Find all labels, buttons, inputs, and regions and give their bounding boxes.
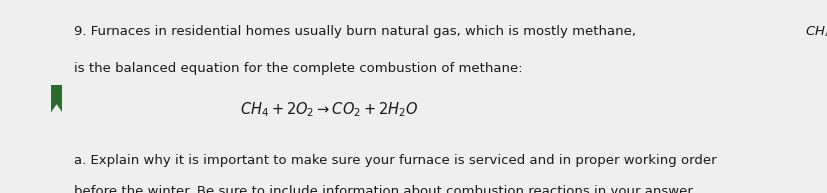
Text: is the balanced equation for the complete combustion of methane:: is the balanced equation for the complet…: [74, 62, 523, 75]
Polygon shape: [51, 104, 62, 112]
Text: $\mathit{CH}_{4} + 2\mathit{O}_{2} \rightarrow \mathit{CO}_{2} + 2\mathit{H}_{2}: $\mathit{CH}_{4} + 2\mathit{O}_{2} \righ…: [240, 100, 418, 119]
Text: $\mathit{CH}_4$: $\mathit{CH}_4$: [805, 25, 827, 40]
Text: a. Explain why it is important to make sure your furnace is serviced and in prop: a. Explain why it is important to make s…: [74, 154, 717, 167]
Text: before the winter. Be sure to include information about combustion reactions in : before the winter. Be sure to include in…: [74, 185, 696, 193]
FancyBboxPatch shape: [51, 85, 62, 112]
Text: 9. Furnaces in residential homes usually burn natural gas, which is mostly metha: 9. Furnaces in residential homes usually…: [74, 25, 641, 38]
